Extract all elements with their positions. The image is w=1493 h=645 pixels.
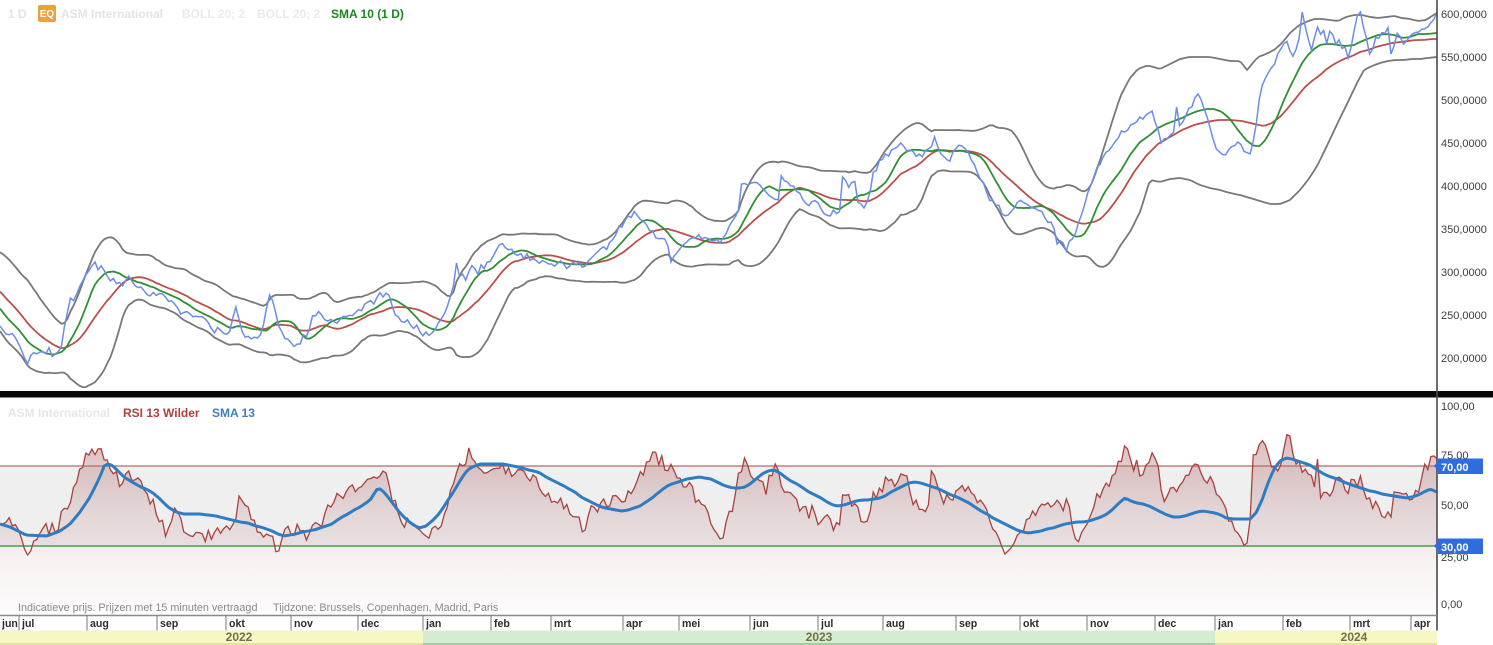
- svg-text:ASM International: ASM International: [8, 406, 110, 420]
- svg-text:600,0000: 600,0000: [1441, 9, 1487, 21]
- svg-text:feb: feb: [494, 618, 510, 630]
- svg-text:1 D: 1 D: [8, 7, 27, 21]
- svg-text:Indicatieve prijs. Prijzen met: Indicatieve prijs. Prijzen met 15 minute…: [18, 602, 257, 614]
- svg-text:BOLL 20; 2: BOLL 20; 2: [182, 7, 245, 21]
- svg-text:aug: aug: [90, 618, 109, 630]
- svg-text:70,00: 70,00: [1441, 462, 1469, 474]
- svg-text:25,00: 25,00: [1441, 552, 1469, 564]
- svg-text:apr: apr: [1414, 618, 1431, 630]
- svg-text:500,0000: 500,0000: [1441, 95, 1487, 107]
- svg-text:apr: apr: [626, 618, 643, 630]
- svg-text:ASM International: ASM International: [61, 7, 163, 21]
- svg-text:nov: nov: [294, 618, 313, 630]
- svg-text:2022: 2022: [226, 630, 253, 644]
- svg-text:nov: nov: [1090, 618, 1109, 630]
- svg-text:450,0000: 450,0000: [1441, 138, 1487, 150]
- svg-text:SMA 10 (1 D): SMA 10 (1 D): [331, 7, 404, 21]
- svg-text:RSI 13 Wilder: RSI 13 Wilder: [123, 406, 200, 420]
- svg-text:mrt: mrt: [1353, 618, 1371, 630]
- svg-text:jul: jul: [21, 618, 34, 630]
- svg-text:Tijdzone: Brussels, Copenhagen: Tijdzone: Brussels, Copenhagen, Madrid, …: [273, 602, 499, 614]
- svg-text:300,0000: 300,0000: [1441, 267, 1487, 279]
- svg-text:350,0000: 350,0000: [1441, 224, 1487, 236]
- svg-text:250,0000: 250,0000: [1441, 310, 1487, 322]
- svg-text:SMA 13: SMA 13: [212, 406, 255, 420]
- svg-text:jul: jul: [820, 618, 833, 630]
- svg-text:400,0000: 400,0000: [1441, 181, 1487, 193]
- svg-text:200,0000: 200,0000: [1441, 353, 1487, 365]
- svg-text:30,00: 30,00: [1441, 542, 1469, 554]
- svg-text:BOLL 20; 2: BOLL 20; 2: [257, 7, 320, 21]
- svg-text:jan: jan: [425, 618, 441, 630]
- svg-text:100,00: 100,00: [1441, 401, 1475, 413]
- svg-text:sep: sep: [160, 618, 179, 630]
- svg-text:jun: jun: [752, 618, 769, 630]
- svg-text:mei: mei: [682, 618, 700, 630]
- svg-text:0,00: 0,00: [1441, 599, 1462, 611]
- svg-text:sep: sep: [959, 618, 978, 630]
- svg-text:okt: okt: [1023, 618, 1039, 630]
- svg-text:dec: dec: [361, 618, 379, 630]
- svg-text:550,0000: 550,0000: [1441, 52, 1487, 64]
- svg-text:jun: jun: [1, 618, 18, 630]
- svg-text:jan: jan: [1217, 618, 1233, 630]
- svg-text:dec: dec: [1158, 618, 1176, 630]
- svg-text:mrt: mrt: [554, 618, 572, 630]
- svg-text:50,00: 50,00: [1441, 500, 1469, 512]
- svg-text:EQ: EQ: [40, 9, 55, 20]
- svg-text:aug: aug: [886, 618, 905, 630]
- svg-text:okt: okt: [229, 618, 245, 630]
- svg-text:feb: feb: [1286, 618, 1302, 630]
- svg-text:2023: 2023: [806, 630, 833, 644]
- svg-text:2024: 2024: [1341, 630, 1368, 644]
